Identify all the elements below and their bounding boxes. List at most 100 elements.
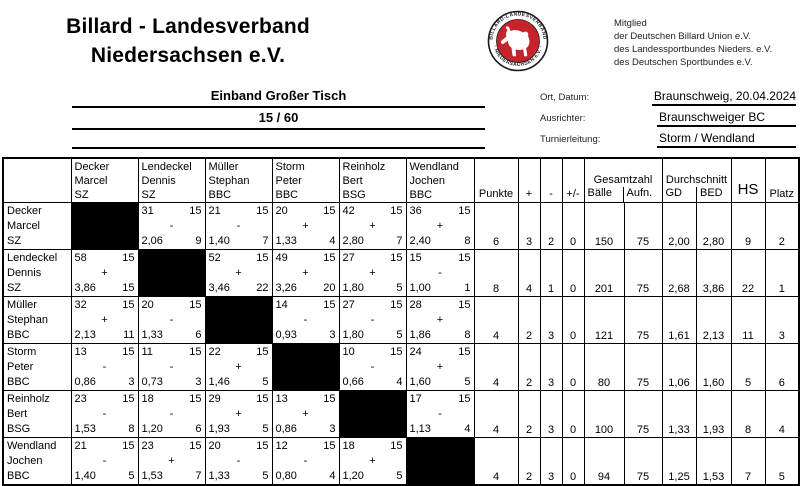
summary-col-header: Punkte	[473, 157, 519, 203]
player-club: BBC	[7, 376, 30, 388]
player-first: Dennis	[7, 267, 42, 279]
summary-cell: 4	[473, 343, 519, 391]
hs-value: 5	[396, 282, 403, 294]
match-cell: 17 15-1,13 4	[405, 390, 475, 438]
match-result-sign: -	[303, 314, 308, 326]
match-cell: 14 15 -0,93 3	[271, 296, 340, 344]
match-cell: 23 15 +1,53 7	[137, 437, 206, 486]
summary-cell: 94	[583, 437, 625, 486]
hs-value: 5	[396, 329, 403, 341]
match-cell: 27 15 -1,80 5	[338, 296, 407, 344]
match-cell: 12 15 -0,80 4	[271, 437, 340, 486]
row-player-name: Storm Peter BBC	[2, 343, 72, 391]
player-first: Bert	[7, 408, 28, 420]
summary-cell: 9	[730, 202, 766, 250]
summary-cell: 75	[623, 249, 663, 297]
match-line-top: 49 15	[273, 251, 338, 265]
match-line-bottom: 1,46 5	[206, 375, 271, 389]
match-result-sign: -	[169, 408, 174, 420]
innings-value: 15	[189, 440, 202, 452]
gd-value: 1,46	[208, 376, 230, 388]
innings-value: 15	[323, 299, 336, 311]
hs-value: 3	[329, 329, 336, 341]
match-result-sign: -	[169, 314, 174, 326]
summary-cell: 2	[517, 343, 541, 391]
player-club: SZ	[7, 235, 22, 247]
summary-cell: 0	[561, 343, 585, 391]
gd-value: 0,93	[275, 329, 297, 341]
event-block: Einband Großer Tisch 15 / 60	[72, 88, 485, 149]
match-result-sign: -	[438, 408, 442, 420]
innings-value: 15	[390, 346, 403, 358]
hs-value: 8	[464, 235, 471, 247]
match-cell: 23 15 -1,53 8	[70, 390, 139, 438]
player-last: Storm	[7, 346, 37, 358]
balls-value: 58	[74, 252, 87, 264]
balls-value: 12	[275, 440, 288, 452]
gd-value: 0,66	[342, 376, 364, 388]
match-result-sign: -	[370, 314, 375, 326]
innings-value: 15	[390, 440, 403, 452]
table-row: Storm Peter BBC 13 15-0,86 3 11 15-0,73 3 22 15 +1,…	[2, 343, 800, 391]
match-line-bottom: 0,80 4	[273, 469, 338, 483]
player-col-header: Wendland Jochen BBC	[405, 157, 475, 203]
match-line-bottom: 1,93 5	[206, 422, 271, 436]
innings-value: 15	[256, 393, 269, 405]
gd-value: 1,80	[342, 329, 364, 341]
gesamtzahl-header: Gesamtzahl Bälle Aufn.	[583, 157, 663, 203]
summary-cell: 1,61	[661, 296, 697, 344]
gd-value: 0,73	[141, 376, 163, 388]
summary-cell: 201	[583, 249, 625, 297]
hs-value: 6	[195, 329, 202, 341]
hs-value: 7	[396, 235, 403, 247]
innings-value: 15	[256, 252, 269, 264]
balls-value: 21	[208, 205, 221, 217]
match-result-sign: +	[436, 361, 444, 373]
hs-value: 3	[195, 376, 202, 388]
hs-value: 5	[262, 470, 269, 482]
match-result-sign: +	[168, 455, 175, 467]
hs-value: 11	[123, 329, 135, 341]
balls-value: 28	[409, 299, 422, 311]
balls-value: 13	[74, 346, 87, 358]
table-row: Decker Marcel SZ 31 15-2,06 9 21 15-1,40 7 20 15 +1…	[2, 202, 800, 250]
membership-line: Mitglied	[614, 18, 647, 29]
match-result-sign: -	[169, 220, 174, 232]
page-title: Billard - Landesverband Niedersachsen e.…	[26, 12, 350, 70]
match-cell: 15 15-1,00 1	[405, 249, 475, 297]
player-club: SZ	[7, 282, 22, 294]
match-line-bottom: 0,93 3	[273, 328, 338, 342]
player-last: Müller	[208, 161, 239, 173]
match-result-sign: -	[102, 455, 107, 467]
diagonal-cell	[338, 390, 407, 438]
summary-cell: 1	[764, 249, 800, 297]
summary-cell: 3	[539, 437, 563, 486]
subheader: GD	[665, 187, 683, 199]
table-row: Wendland Jochen BBC 21 15-1,40 5 23 15 +1,53 7 20 1…	[2, 437, 800, 486]
event-distance: 15 / 60	[72, 108, 485, 130]
player-last: Decker	[7, 205, 42, 217]
meta-block: Ort, Datum: Braunschweig, 20.04.2024 Aus…	[540, 88, 796, 148]
match-result-sign: -	[303, 455, 308, 467]
summary-cell: 75	[623, 343, 663, 391]
match-line-top: 36 15	[407, 204, 473, 218]
summary-cell: 1,06	[661, 343, 697, 391]
summary-cell: 4	[764, 390, 800, 438]
match-cell: 22 15 +1,46 5	[204, 343, 273, 391]
group-title: Durchschnitt	[665, 174, 728, 186]
match-cell: 29 15 +1,93 5	[204, 390, 273, 438]
match-line-top: 18 15	[139, 392, 204, 406]
innings-value: 15	[458, 252, 471, 264]
match-line-top: 52 15	[206, 251, 271, 265]
summary-cell: 1,93	[695, 390, 732, 438]
membership-line: des Deutschen Sportbundes e.V.	[614, 57, 753, 68]
row-player-name: Decker Marcel SZ	[2, 202, 72, 250]
gd-value: 1,40	[74, 470, 96, 482]
gd-value: 1,86	[409, 329, 431, 341]
match-result-sign: -	[438, 267, 442, 279]
event-title: Einband Großer Tisch	[72, 88, 485, 108]
match-line-bottom: 0,66 4	[340, 375, 405, 389]
match-line-bottom: 1,86 8	[407, 328, 473, 342]
meta-row-ort-datum: Ort, Datum: Braunschweig, 20.04.2024	[540, 88, 796, 106]
meta-value-ausrichter: Braunschweiger BC	[657, 110, 796, 127]
